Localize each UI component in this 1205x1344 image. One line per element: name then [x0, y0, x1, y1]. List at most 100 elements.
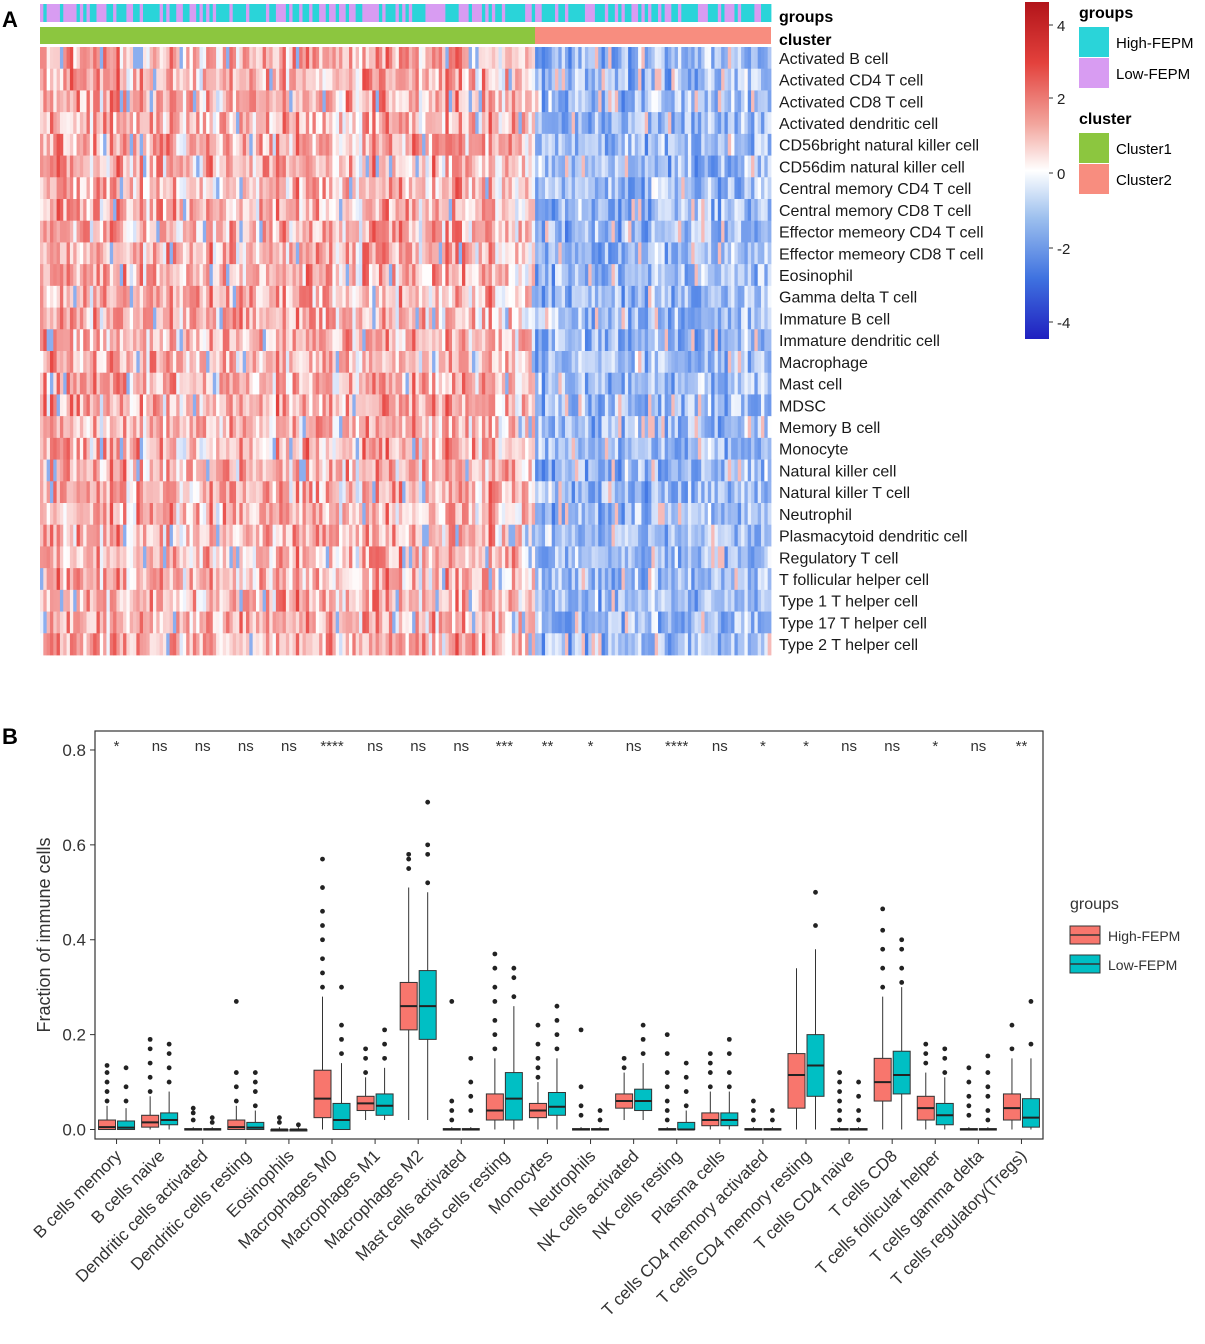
heatmap-cell [259, 264, 264, 287]
heatmap-cell [661, 177, 666, 200]
group-annotation-cell [309, 4, 313, 22]
heatmap-cell [129, 155, 134, 178]
heatmap-cell [485, 329, 489, 352]
heatmap-cell [741, 220, 745, 243]
heatmap-cell [349, 307, 353, 330]
heatmap-cell [329, 481, 333, 504]
heatmap-cell [172, 155, 177, 178]
group-annotation-cell [694, 4, 699, 22]
heatmap-cell [638, 307, 642, 330]
heatmap-cell [86, 503, 91, 526]
heatmap-cell [471, 329, 476, 352]
heatmap-cell [694, 242, 699, 265]
heatmap-cell [471, 307, 476, 330]
heatmap-cell [734, 329, 739, 352]
heatmap-cell [275, 481, 280, 504]
heatmap-cell [66, 481, 71, 504]
heatmap-cell [664, 437, 669, 460]
heatmap-cell [624, 481, 629, 504]
heatmap-cell [332, 112, 337, 135]
heatmap-cell [315, 264, 320, 287]
heatmap-cell [79, 372, 84, 395]
heatmap-cell [196, 416, 200, 439]
heatmap-cell [242, 307, 247, 330]
heatmap-cell [206, 155, 210, 178]
group-annotation-cell [289, 4, 293, 22]
heatmap-cell [741, 264, 745, 287]
group-annotation-cell [96, 4, 101, 22]
heatmap-cell [345, 459, 350, 482]
group-annotation-cell [232, 4, 237, 22]
heatmap-cell [574, 133, 579, 156]
heatmap-cell [86, 307, 91, 330]
heatmap-cell [299, 220, 303, 243]
heatmap-cell [329, 416, 333, 439]
heatmap-cell [684, 264, 689, 287]
heatmap-cell [69, 459, 74, 482]
heatmap-cell [192, 307, 197, 330]
heatmap-cell [305, 155, 310, 178]
group-annotation-cell [551, 4, 556, 22]
heatmap-cell [252, 503, 257, 526]
heatmap-cell [192, 112, 197, 135]
heatmap-cell [498, 68, 503, 91]
heatmap-cell [206, 47, 210, 70]
heatmap-cell [375, 307, 380, 330]
heatmap-cell [442, 372, 446, 395]
heatmap-cell [628, 394, 632, 417]
heatmap-cell [156, 90, 161, 113]
heatmap-cell [734, 372, 739, 395]
heatmap-cell [202, 264, 207, 287]
heatmap-cell [737, 394, 742, 417]
heatmap-cell [289, 47, 293, 70]
heatmap-cell [398, 503, 403, 526]
heatmap-cell [455, 199, 460, 222]
heatmap-cell [604, 155, 609, 178]
heatmap-cell [189, 459, 194, 482]
heatmap-cell [412, 416, 416, 439]
heatmap-cell [239, 329, 244, 352]
heatmap-cell [614, 285, 619, 308]
heatmap-cell [541, 351, 546, 374]
heatmap-cell [511, 394, 516, 417]
heatmap-cell [143, 503, 147, 526]
heatmap-cell [265, 47, 270, 70]
heatmap-cell [222, 285, 227, 308]
heatmap-cell [432, 155, 436, 178]
heatmap-cell [309, 329, 313, 352]
heatmap-cell [315, 220, 320, 243]
heatmap-cell [691, 133, 695, 156]
heatmap-cell [644, 68, 649, 91]
heatmap-cell [159, 503, 164, 526]
heatmap-cell [176, 394, 180, 417]
heatmap-cell [598, 329, 602, 352]
heatmap-cell [631, 220, 636, 243]
heatmap-cell [584, 155, 589, 178]
heatmap-cell [342, 416, 347, 439]
heatmap-cell [435, 177, 440, 200]
heatmap-cell [568, 437, 573, 460]
group-annotation-cell [169, 4, 174, 22]
heatmap-cell [478, 307, 483, 330]
heatmap-cell [226, 220, 230, 243]
heatmap-cell [375, 68, 380, 91]
heatmap-cell [99, 394, 104, 417]
heatmap-cell [701, 481, 705, 504]
heatmap-cell [614, 459, 619, 482]
heatmap-cell [651, 481, 656, 504]
heatmap-cell [129, 503, 134, 526]
heatmap-cell [63, 199, 67, 222]
heatmap-cell [471, 351, 476, 374]
heatmap-cell [53, 416, 58, 439]
heatmap-cell [362, 285, 367, 308]
heatmap-cell [435, 112, 440, 135]
heatmap-cell [498, 199, 503, 222]
heatmap-cell [146, 372, 151, 395]
heatmap-cell [422, 90, 426, 113]
heatmap-cell [99, 90, 104, 113]
heatmap-cell [139, 242, 144, 265]
heatmap-cell [548, 112, 553, 135]
heatmap-cell [292, 112, 297, 135]
heatmap-cell [475, 416, 479, 439]
heatmap-cell [226, 199, 230, 222]
